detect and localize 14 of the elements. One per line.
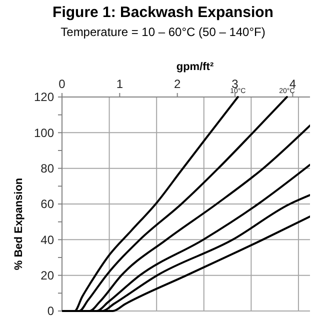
x-tick-label: 0	[58, 77, 66, 91]
y-axis-title: % Bed Expansion	[13, 178, 25, 270]
x-tick-label: 1	[116, 77, 124, 91]
y-tick-label: 80	[40, 162, 54, 176]
x-axis-title: gpm/ft²	[176, 61, 214, 73]
x-tick-label: 2	[174, 77, 182, 91]
y-tick-label: 120	[34, 90, 54, 104]
y-tick-label: 0	[47, 304, 54, 318]
y-tick-label: 20	[40, 268, 54, 283]
chart-title: Figure 1: Backwash Expansion	[52, 4, 274, 21]
y-tick-label: 40	[40, 232, 54, 247]
y-tick-label: 100	[34, 126, 54, 140]
chart-subtitle: Temperature = 10 – 60°C (50 – 140°F)	[60, 25, 266, 39]
y-tick-label: 60	[40, 197, 54, 212]
